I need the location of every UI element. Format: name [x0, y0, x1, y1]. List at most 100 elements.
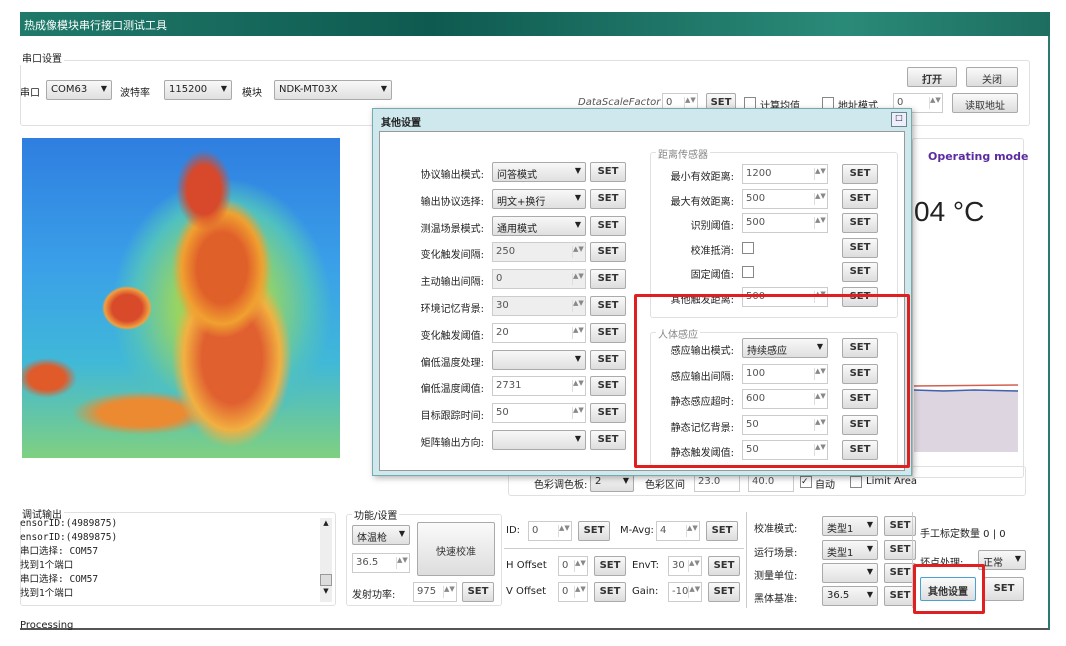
set-button[interactable]: SET [590, 322, 626, 343]
close-button[interactable]: 关闭 [966, 67, 1018, 87]
chevron-down-icon: ▼ [866, 520, 873, 529]
field-label: 其他触发距离: [670, 294, 734, 306]
chevron-down-icon: ▼ [816, 342, 823, 351]
set-button[interactable]: SET [590, 269, 626, 290]
mavg-value: 4 [660, 525, 667, 536]
voff-spin[interactable]: 0 ▲▼ [558, 582, 588, 602]
field-label: 变化触发阈值: [420, 330, 484, 342]
set-button[interactable]: SET [842, 363, 878, 384]
set-button[interactable]: SET [842, 164, 878, 184]
set-button[interactable]: SET [842, 414, 878, 435]
checkbox[interactable] [742, 241, 754, 254]
set-button[interactable]: SET [590, 403, 626, 424]
mavg-spin[interactable]: 4 ▲▼ [656, 521, 700, 541]
set-button[interactable]: SET [590, 349, 626, 370]
set-button[interactable]: SET [842, 338, 878, 358]
set-button[interactable]: SET [842, 389, 878, 409]
mavg-set-button[interactable]: SET [706, 521, 738, 541]
spinner-icon: ▲▼ [572, 300, 584, 312]
set-button[interactable]: SET [842, 237, 878, 258]
spin-input[interactable]: 50 ▲▼ [742, 414, 828, 435]
set-button[interactable]: SET [590, 430, 626, 450]
module-select[interactable]: NDK-MT03X ▼ [274, 80, 392, 100]
spin-input[interactable]: 1200 ▲▼ [742, 164, 828, 184]
spinner-icon: ▲▼ [814, 393, 826, 405]
set-button[interactable]: SET [842, 440, 878, 460]
cal-mode-value: 类型1 [827, 524, 854, 535]
checkbox[interactable] [742, 266, 754, 278]
cal-mode-set-button[interactable]: SET [884, 516, 916, 536]
power-value: 975 [417, 586, 437, 597]
dropdown[interactable]: 问答模式 ▼ [492, 162, 586, 182]
mode-select[interactable]: 体温枪 ▼ [352, 525, 410, 545]
set-button[interactable]: SET [590, 376, 626, 397]
dropdown[interactable]: ▼ [492, 430, 586, 450]
hoff-spin[interactable]: 0 ▲▼ [558, 556, 588, 576]
baud-select[interactable]: 115200 ▼ [164, 80, 232, 100]
hoff-set-button[interactable]: SET [594, 556, 626, 576]
open-button[interactable]: 打开 [907, 67, 957, 87]
spin-input[interactable]: 50 ▲▼ [742, 440, 828, 460]
spin-input[interactable]: 50 ▲▼ [492, 403, 586, 424]
spin-input[interactable]: 0 ▲▼ [492, 269, 586, 290]
highlight-box [913, 564, 985, 614]
port-select[interactable]: COM63 ▼ [46, 80, 112, 100]
other-settings-button[interactable]: 其他设置 [920, 577, 976, 601]
limit-area-checkbox[interactable] [850, 476, 862, 488]
blackbody-select[interactable]: 36.5 ▼ [822, 586, 878, 606]
dropdown[interactable]: 通用模式 ▼ [492, 215, 586, 236]
dropdown[interactable]: 明文+换行 ▼ [492, 188, 586, 209]
chevron-down-icon: ▼ [380, 84, 387, 93]
envt-set-button[interactable]: SET [708, 556, 740, 576]
field-label: 感应输出模式: [670, 346, 734, 357]
spin-input[interactable]: 30 ▲▼ [492, 296, 586, 316]
spin-input[interactable]: 600 ▲▼ [742, 389, 828, 409]
bad-pixel-select[interactable]: 正常 ▼ [978, 550, 1026, 570]
maximize-icon[interactable]: □ [891, 112, 907, 127]
spinner-icon: ▲▼ [814, 192, 826, 205]
id-set-button[interactable]: SET [578, 521, 610, 541]
voff-set-button[interactable]: SET [594, 582, 626, 602]
scroll-thumb[interactable] [320, 574, 332, 586]
temp-spin[interactable]: 36.5 ▲▼ [352, 553, 410, 573]
spin-input[interactable]: 20 ▲▼ [492, 322, 586, 343]
set-button[interactable]: SET [842, 262, 878, 282]
set-button[interactable]: SET [590, 296, 626, 316]
set-button[interactable]: SET [590, 242, 626, 263]
log-scrollbar[interactable]: ▲ ▼ [320, 518, 332, 602]
read-addr-button[interactable]: 读取地址 [952, 93, 1018, 113]
set-button[interactable]: SET [590, 188, 626, 209]
spin-input[interactable]: 250 ▲▼ [492, 242, 586, 263]
dropdown[interactable]: ▼ [492, 349, 586, 370]
chevron-down-icon: ▼ [574, 434, 581, 443]
dropdown[interactable]: 持续感应 ▼ [742, 338, 828, 358]
range-min-value: 23.0 [698, 476, 721, 487]
scene-set-button[interactable]: SET [884, 540, 916, 560]
voff-value: 0 [562, 586, 569, 597]
gain-spin[interactable]: -10 ▲▼ [668, 582, 702, 602]
power-set-button[interactable]: SET [462, 582, 494, 602]
id-spin[interactable]: 0 ▲▼ [528, 521, 572, 541]
spin-input[interactable]: 500 ▲▼ [742, 188, 828, 209]
misc-set-button[interactable]: SET [984, 577, 1024, 601]
spin-input[interactable]: 100 ▲▼ [742, 363, 828, 384]
set-button[interactable]: SET [590, 162, 626, 182]
unit-set-button[interactable]: SET [884, 563, 916, 583]
spin-input[interactable]: 2731 ▲▼ [492, 376, 586, 397]
unit-select[interactable]: ▼ [822, 563, 878, 583]
quick-calibrate-button[interactable]: 快速校准 [417, 522, 495, 576]
log-output[interactable]: ensorID:(4989875) ensorID:(4989875) 串口选择… [20, 517, 117, 601]
set-button[interactable]: SET [842, 188, 878, 209]
scene-select[interactable]: 类型1 ▼ [822, 540, 878, 560]
power-spin[interactable]: 975 ▲▼ [413, 582, 457, 602]
set-button[interactable]: SET [842, 213, 878, 233]
set-button[interactable]: SET [590, 215, 626, 236]
calc-mean-label: 计算均值 [760, 101, 800, 112]
limit-area-label: Limit Area [866, 476, 917, 487]
envt-spin[interactable]: 30 ▲▼ [668, 556, 702, 576]
unit-label: 测量单位: [754, 571, 798, 582]
gain-set-button[interactable]: SET [708, 582, 740, 602]
auto-checkbox[interactable]: ✓ [800, 476, 812, 488]
spin-input[interactable]: 500 ▲▼ [742, 213, 828, 233]
cal-mode-select[interactable]: 类型1 ▼ [822, 516, 878, 536]
